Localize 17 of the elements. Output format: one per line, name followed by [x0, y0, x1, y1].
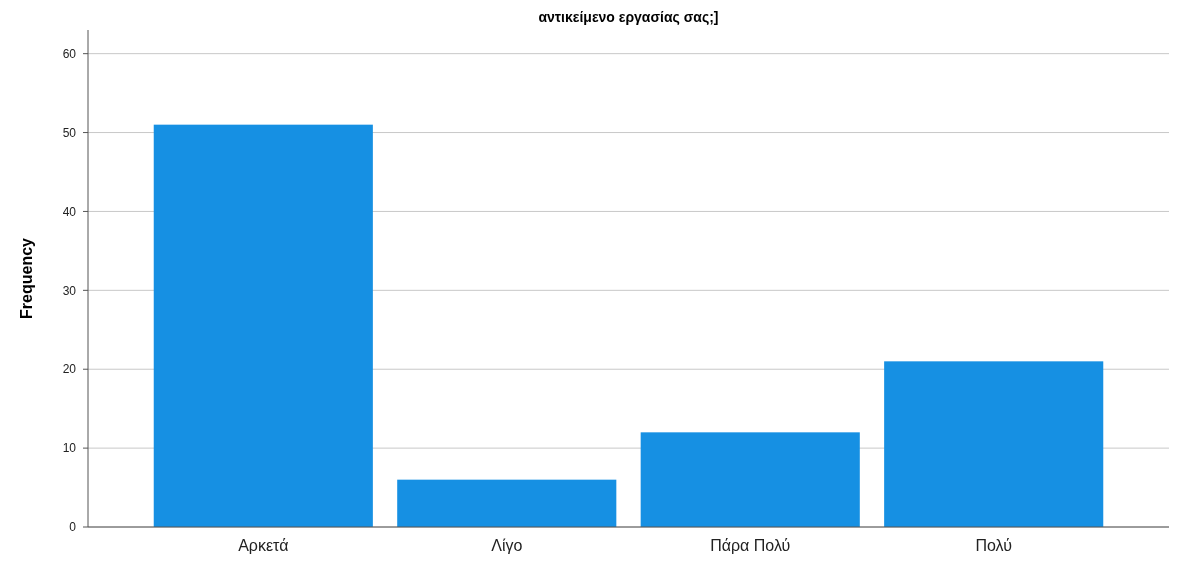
- y-tick-label: 20: [62, 362, 77, 377]
- bar: [397, 479, 617, 527]
- x-tick-label: Λίγο: [491, 537, 523, 554]
- bar: [640, 432, 860, 527]
- x-tick-label: Αρκετά: [238, 537, 289, 554]
- chart-title: αντικείμενο εργασίας σας;]: [538, 9, 719, 25]
- y-axis-title: Frequency: [18, 237, 35, 319]
- y-tick-label: 10: [62, 441, 77, 456]
- y-tick-label: 40: [62, 204, 77, 219]
- y-tick-label: 60: [62, 46, 77, 61]
- y-tick-label: 0: [69, 520, 77, 535]
- bar: [153, 124, 373, 527]
- y-tick-label: 50: [62, 125, 77, 140]
- bar: [884, 361, 1104, 527]
- x-tick-label: Πολύ: [975, 537, 1012, 554]
- x-tick-label: Πάρα Πολύ: [710, 537, 791, 554]
- y-tick-label: 30: [62, 283, 77, 298]
